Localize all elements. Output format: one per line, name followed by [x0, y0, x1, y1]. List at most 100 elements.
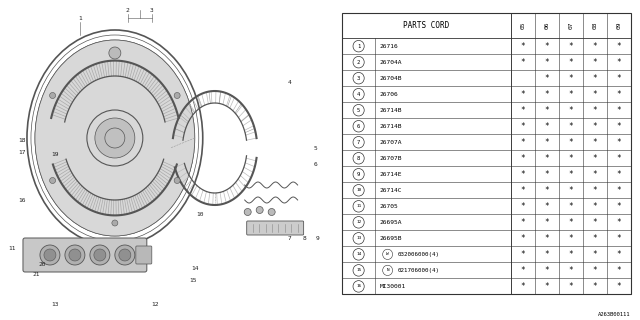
Text: *: *	[520, 106, 525, 115]
Text: *: *	[545, 186, 549, 195]
Text: *: *	[568, 218, 573, 227]
Text: *: *	[593, 42, 597, 51]
Text: 09: 09	[616, 22, 621, 29]
Text: 16: 16	[356, 284, 361, 288]
Text: 05: 05	[520, 22, 525, 29]
Text: *: *	[568, 42, 573, 51]
Text: W: W	[387, 252, 389, 256]
Text: *: *	[568, 202, 573, 211]
Text: *: *	[520, 202, 525, 211]
Text: 13: 13	[51, 302, 59, 308]
Text: 26705: 26705	[380, 204, 398, 209]
Text: 26707A: 26707A	[380, 140, 402, 145]
Text: 021706000(4): 021706000(4)	[397, 268, 439, 273]
Text: 5: 5	[357, 108, 360, 113]
Text: 26716: 26716	[380, 44, 398, 49]
Text: *: *	[593, 282, 597, 291]
Text: *: *	[616, 250, 621, 259]
Text: *: *	[593, 106, 597, 115]
Text: *: *	[616, 282, 621, 291]
Text: *: *	[616, 74, 621, 83]
Text: *: *	[545, 250, 549, 259]
Text: 18: 18	[18, 138, 26, 142]
Circle shape	[49, 178, 56, 183]
Text: *: *	[520, 250, 525, 259]
Text: *: *	[545, 122, 549, 131]
FancyBboxPatch shape	[136, 246, 152, 264]
Circle shape	[49, 92, 56, 99]
Text: *: *	[520, 154, 525, 163]
Text: 4: 4	[357, 92, 360, 97]
Text: A263B00111: A263B00111	[598, 312, 630, 317]
FancyBboxPatch shape	[23, 238, 147, 272]
Text: 11: 11	[356, 204, 361, 208]
Text: *: *	[545, 202, 549, 211]
Text: *: *	[616, 122, 621, 131]
Circle shape	[109, 47, 121, 59]
Text: *: *	[545, 266, 549, 275]
Text: 26714C: 26714C	[380, 188, 402, 193]
Text: *: *	[593, 122, 597, 131]
Text: 1: 1	[78, 15, 82, 20]
Text: *: *	[616, 266, 621, 275]
Text: 26707B: 26707B	[380, 156, 402, 161]
Text: *: *	[616, 202, 621, 211]
Text: *: *	[520, 58, 525, 67]
Circle shape	[90, 245, 110, 265]
Circle shape	[94, 249, 106, 261]
Text: *: *	[545, 42, 549, 51]
Text: 3: 3	[150, 7, 154, 12]
FancyBboxPatch shape	[246, 221, 303, 235]
Circle shape	[40, 245, 60, 265]
Text: *: *	[593, 74, 597, 83]
Text: *: *	[545, 74, 549, 83]
Text: 7: 7	[357, 140, 360, 145]
Text: 7: 7	[288, 236, 292, 241]
Text: 5: 5	[314, 146, 317, 150]
Text: *: *	[616, 234, 621, 243]
Text: *: *	[545, 218, 549, 227]
Text: 13: 13	[356, 236, 361, 240]
Text: *: *	[616, 154, 621, 163]
Text: *: *	[593, 90, 597, 99]
Text: *: *	[520, 266, 525, 275]
Circle shape	[174, 178, 180, 183]
Text: 26714B: 26714B	[380, 124, 402, 129]
Bar	[342, 13, 630, 294]
Text: *: *	[520, 170, 525, 179]
Text: *: *	[616, 58, 621, 67]
Text: *: *	[616, 106, 621, 115]
Text: *: *	[593, 266, 597, 275]
Text: *: *	[568, 74, 573, 83]
Text: *: *	[545, 282, 549, 291]
Text: 08: 08	[592, 22, 597, 29]
Text: 2: 2	[126, 7, 130, 12]
Text: *: *	[520, 138, 525, 147]
Text: *: *	[520, 282, 525, 291]
Circle shape	[174, 92, 180, 99]
Text: 26695B: 26695B	[380, 236, 402, 241]
Text: *: *	[568, 154, 573, 163]
Text: *: *	[593, 186, 597, 195]
Text: *: *	[593, 170, 597, 179]
Circle shape	[95, 118, 135, 158]
Text: 032006000(4): 032006000(4)	[397, 252, 439, 257]
Text: *: *	[593, 154, 597, 163]
Text: 9: 9	[357, 172, 360, 177]
Circle shape	[112, 50, 118, 56]
Text: *: *	[593, 58, 597, 67]
Text: *: *	[545, 138, 549, 147]
Text: *: *	[568, 186, 573, 195]
Text: 19: 19	[51, 153, 59, 157]
Text: *: *	[520, 218, 525, 227]
Text: *: *	[593, 234, 597, 243]
Text: 26714E: 26714E	[380, 172, 402, 177]
Text: *: *	[568, 138, 573, 147]
Text: *: *	[545, 154, 549, 163]
Text: *: *	[593, 218, 597, 227]
Text: *: *	[593, 202, 597, 211]
Text: *: *	[568, 266, 573, 275]
Text: 10: 10	[196, 212, 204, 218]
Text: 2: 2	[357, 60, 360, 65]
Text: *: *	[616, 170, 621, 179]
